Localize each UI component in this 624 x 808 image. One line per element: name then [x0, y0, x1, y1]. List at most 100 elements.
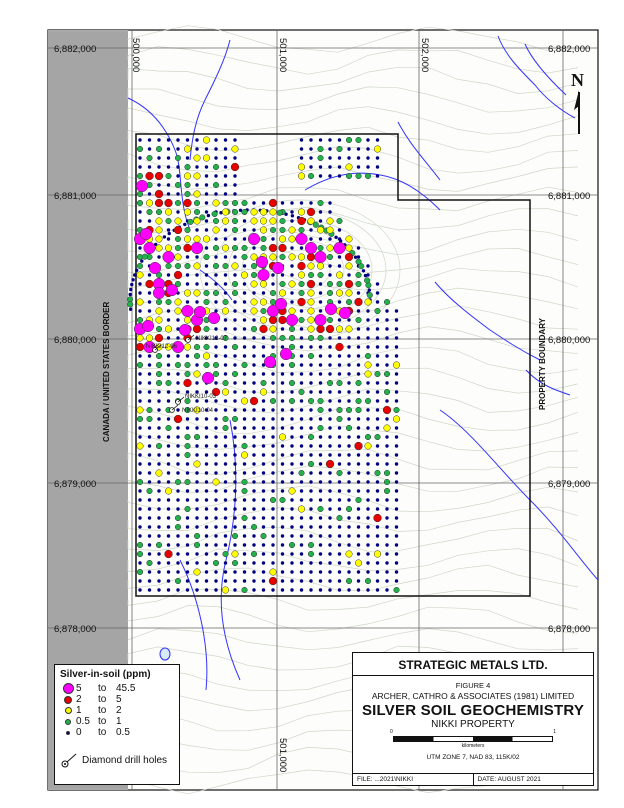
soil-sample [183, 235, 192, 243]
soil-sample [337, 390, 342, 394]
soil-sample [297, 297, 306, 307]
soil-sample [298, 226, 305, 234]
soil-sample [138, 372, 142, 376]
soil-sample [375, 561, 380, 565]
soil-sample [176, 507, 180, 511]
soil-sample [385, 336, 389, 340]
soil-sample [280, 471, 285, 475]
soil-sample [374, 433, 381, 441]
soil-sample [374, 307, 381, 315]
soil-sample [223, 156, 228, 160]
soil-sample [328, 543, 332, 547]
soil-sample [290, 264, 294, 268]
soil-sample [242, 525, 247, 529]
legend-min: 1 [76, 705, 82, 716]
soil-sample [223, 291, 228, 295]
drill-holes: NIKKI12-07 NIKKI12-06 NIKKI10-03 NIKKI10-04 [146, 334, 228, 414]
soil-sample [223, 489, 228, 493]
legend-to: to [98, 705, 107, 716]
soil-sample [206, 213, 211, 218]
soil-sample [138, 516, 142, 520]
soil-sample [147, 525, 152, 529]
soil-sample [309, 165, 313, 169]
soil-sample [242, 228, 247, 232]
soil-sample [231, 244, 239, 252]
soil-sample [214, 192, 218, 196]
soil-sample [204, 165, 209, 169]
soil-sample [356, 552, 361, 556]
soil-sample [299, 156, 304, 160]
soil-sample [280, 345, 285, 349]
soil-sample [299, 462, 304, 466]
soil-sample [280, 273, 285, 277]
soil-sample [129, 287, 133, 292]
soil-sample [147, 390, 152, 394]
soil-sample [375, 138, 380, 142]
legend-dot [64, 695, 72, 704]
soil-sample [176, 570, 180, 574]
soil-sample [165, 379, 172, 387]
soil-sample [337, 165, 342, 169]
soil-sample [328, 516, 332, 520]
soil-sample [307, 550, 315, 558]
soil-sample [271, 516, 275, 520]
soil-sample [195, 138, 199, 142]
soil-sample [202, 352, 211, 360]
soil-sample [307, 397, 315, 405]
soil-sample [252, 336, 256, 340]
soil-sample [212, 163, 220, 171]
soil-sample [366, 345, 370, 349]
soil-sample [336, 415, 343, 423]
soil-sample [147, 570, 152, 574]
soil-sample [193, 406, 201, 414]
soil-sample [230, 162, 240, 172]
soil-sample [185, 300, 190, 304]
soil-sample [355, 379, 362, 387]
soil-sample [233, 507, 237, 511]
soil-sample [385, 354, 389, 358]
soil-sample [375, 408, 380, 412]
soil-sample [309, 417, 313, 421]
soil-sample [318, 210, 323, 214]
soil-sample [223, 543, 228, 547]
soil-sample [354, 297, 363, 307]
soil-sample [328, 156, 332, 160]
legend-min: 5 [76, 683, 82, 694]
soil-sample [394, 426, 399, 430]
soil-sample [318, 525, 323, 529]
soil-sample [344, 252, 354, 262]
soil-sample [309, 237, 313, 241]
soil-sample [166, 579, 171, 583]
soil-sample [257, 268, 270, 282]
soil-sample [184, 163, 191, 171]
soil-sample [356, 435, 361, 439]
soil-sample [233, 570, 237, 574]
soil-sample [242, 219, 247, 223]
soil-sample [261, 498, 266, 502]
soil-sample [271, 471, 275, 475]
soil-sample [337, 570, 342, 574]
soil-sample [166, 399, 171, 403]
soil-sample [394, 525, 399, 529]
soil-sample [166, 147, 171, 151]
soil-sample [204, 435, 209, 439]
soil-sample [193, 289, 201, 297]
soil-sample [298, 316, 305, 324]
soil-sample [204, 174, 209, 178]
soil-sample [347, 534, 351, 538]
soil-sample [328, 579, 332, 583]
contour-line [127, 367, 579, 394]
soil-sample [366, 462, 370, 466]
soil-sample [233, 156, 237, 160]
soil-sample [260, 307, 267, 315]
soil-sample [385, 543, 389, 547]
map-title: SILVER SOIL GEOCHEMISTRY [361, 702, 585, 719]
soil-sample [375, 165, 380, 169]
soil-sample [252, 417, 256, 421]
soil-sample [261, 336, 266, 340]
soil-sample [336, 280, 343, 288]
soil-sample [328, 417, 332, 421]
soil-sample [355, 496, 362, 504]
soil-sample [297, 261, 306, 271]
soil-sample [347, 453, 351, 457]
